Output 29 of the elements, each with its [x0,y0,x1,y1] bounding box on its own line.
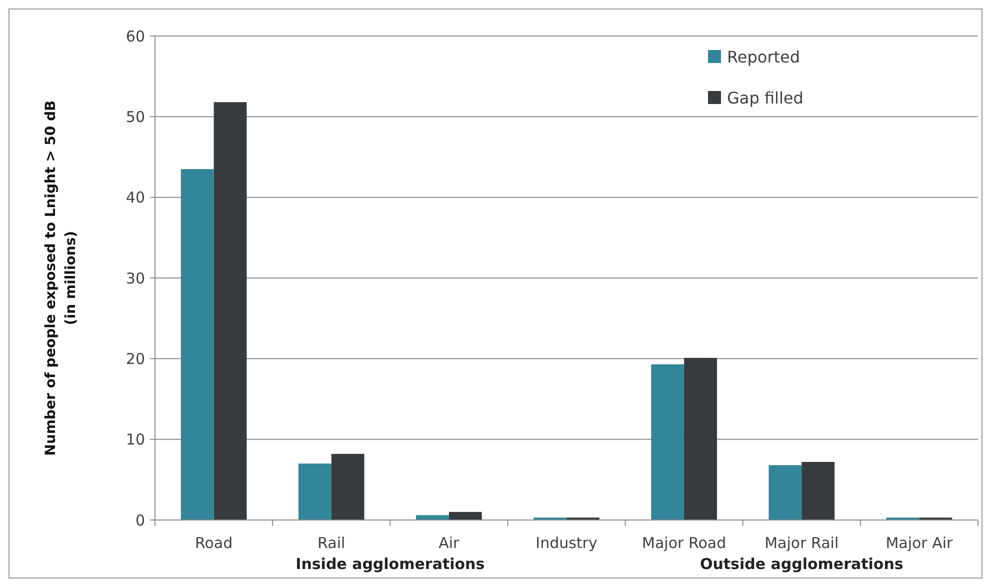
legend-label: Gap filled [727,88,804,108]
bar [768,465,802,520]
y-tick-label: 30 [126,269,145,288]
x-tick-label: Industry [536,534,598,552]
y-tick-label: 50 [126,108,145,126]
y-tick-label: 0 [135,511,145,530]
x-tick-label: Major Road [642,534,726,552]
x-tick-label: Road [194,534,233,552]
bar [416,515,449,520]
x-tick-label: Major Rail [764,534,839,552]
x-tick-label: Air [438,534,460,552]
x-tick-label: Major Air [886,534,954,552]
bar [684,358,717,520]
bar [298,464,332,520]
text: Inside agglomerations [296,555,485,573]
bar [214,102,247,520]
bar [180,169,214,520]
y-axis-title: Number of people exposed to Lnight > 50 dB (in millions) [43,100,79,456]
x-tick-label: Rail [318,534,346,552]
bar [802,462,835,520]
y-tick-label: 20 [126,350,145,368]
y-tick-label: 60 [126,27,145,46]
bar [651,364,684,520]
y-tick-label: 40 [126,188,145,207]
legend-label: Reported [727,48,800,67]
y-tick-label: 10 [126,430,145,449]
bar [448,512,482,520]
text: Outside agglomerations [700,555,904,573]
bar [331,454,364,520]
